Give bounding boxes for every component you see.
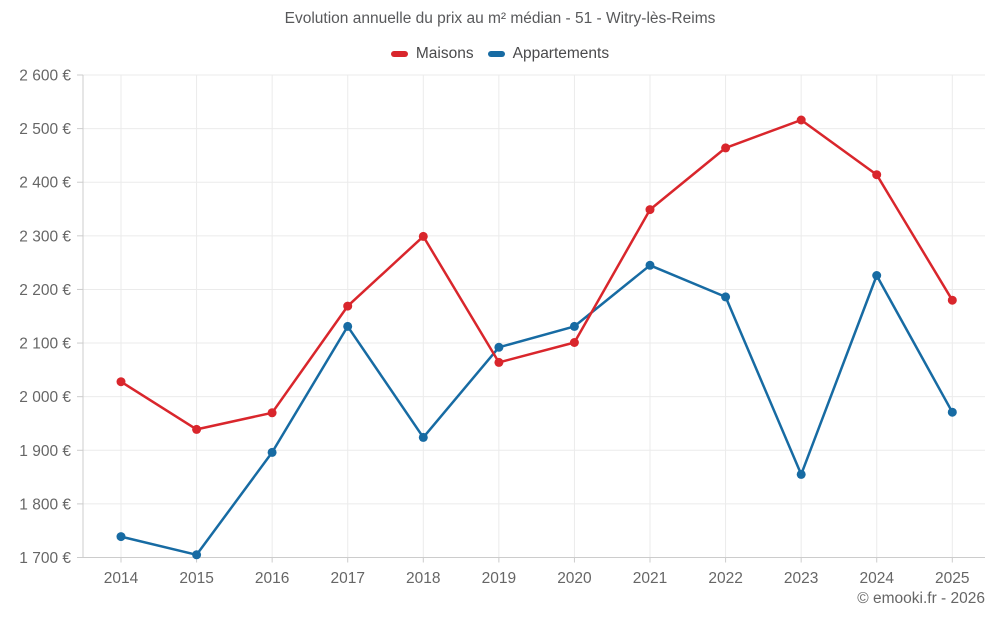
maisons-point-2014[interactable] bbox=[116, 377, 126, 387]
maisons-swatch-icon bbox=[390, 51, 408, 57]
appartements-point-2019[interactable] bbox=[494, 342, 504, 352]
maisons-point-2025[interactable] bbox=[947, 295, 957, 305]
y-axis-label: 2 200 € bbox=[19, 282, 71, 299]
maisons-point-2019[interactable] bbox=[494, 357, 504, 367]
x-axis-label: 2016 bbox=[255, 570, 289, 587]
x-axis-label: 2019 bbox=[482, 570, 516, 587]
appartements-point-2016[interactable] bbox=[267, 447, 277, 457]
x-axis-label: 2018 bbox=[406, 570, 440, 587]
x-axis-label: 2017 bbox=[330, 570, 364, 587]
maisons-point-2016[interactable] bbox=[267, 408, 277, 418]
appartements-point-2014[interactable] bbox=[116, 532, 126, 542]
maisons-line bbox=[119, 118, 954, 431]
y-axis-label: 1 700 € bbox=[19, 550, 71, 567]
appartements-point-2024[interactable] bbox=[872, 271, 882, 280]
x-axis-label: 2022 bbox=[708, 570, 742, 587]
appartements-point-2025[interactable] bbox=[947, 407, 957, 417]
y-axis-label: 1 800 € bbox=[19, 496, 71, 513]
x-axis-label: 2023 bbox=[784, 570, 818, 587]
appartements-point-2023[interactable] bbox=[796, 469, 806, 479]
y-axis-label: 2 500 € bbox=[19, 121, 71, 138]
maisons-point-2015[interactable] bbox=[192, 424, 202, 434]
legend-item-maisons[interactable]: Maisons bbox=[390, 45, 474, 63]
y-axis-label: 1 900 € bbox=[19, 443, 71, 460]
y-axis-label: 2 600 € bbox=[19, 68, 71, 85]
appartements-point-2017[interactable] bbox=[343, 321, 353, 331]
y-axis-label: 2 300 € bbox=[19, 228, 71, 245]
maisons-point-2024[interactable] bbox=[872, 170, 882, 180]
y-axis-label: 2 000 € bbox=[19, 389, 71, 406]
maisons-point-2017[interactable] bbox=[343, 301, 353, 311]
maisons-point-2018[interactable] bbox=[418, 231, 428, 241]
chart-title: Evolution annuelle du prix au m² médian … bbox=[284, 10, 716, 27]
copyright-footer: © emooki.fr - 2026 bbox=[857, 590, 985, 607]
appartements-line bbox=[119, 264, 954, 557]
legend-item-appartements[interactable]: Appartements bbox=[487, 45, 610, 63]
maisons-point-2022[interactable] bbox=[721, 143, 731, 153]
x-axis-label: 2020 bbox=[557, 570, 592, 587]
maisons-point-2021[interactable] bbox=[645, 205, 655, 215]
appartements-point-2015[interactable] bbox=[192, 550, 202, 560]
appartements-point-2018[interactable] bbox=[418, 432, 428, 442]
x-axis-label: 2025 bbox=[935, 570, 969, 587]
appartements-point-2021[interactable] bbox=[645, 260, 655, 270]
x-axis-label: 2021 bbox=[633, 570, 667, 587]
appartements-swatch-icon bbox=[487, 51, 505, 57]
y-axis-label: 2 400 € bbox=[19, 175, 71, 192]
y-axis-label: 2 100 € bbox=[19, 336, 71, 353]
appartements-point-2022[interactable] bbox=[721, 292, 731, 302]
maisons-point-2023[interactable] bbox=[796, 115, 806, 125]
legend-label-appartements: Appartements bbox=[512, 45, 610, 62]
appartements-point-2020[interactable] bbox=[569, 321, 579, 331]
chart-legend: Maisons Appartements bbox=[0, 45, 1000, 63]
x-axis-label: 2024 bbox=[859, 570, 894, 587]
x-axis-label: 2015 bbox=[179, 570, 213, 587]
maisons-point-2020[interactable] bbox=[569, 338, 579, 347]
legend-label-maisons: Maisons bbox=[415, 45, 474, 62]
x-axis-label: 2014 bbox=[104, 570, 139, 587]
